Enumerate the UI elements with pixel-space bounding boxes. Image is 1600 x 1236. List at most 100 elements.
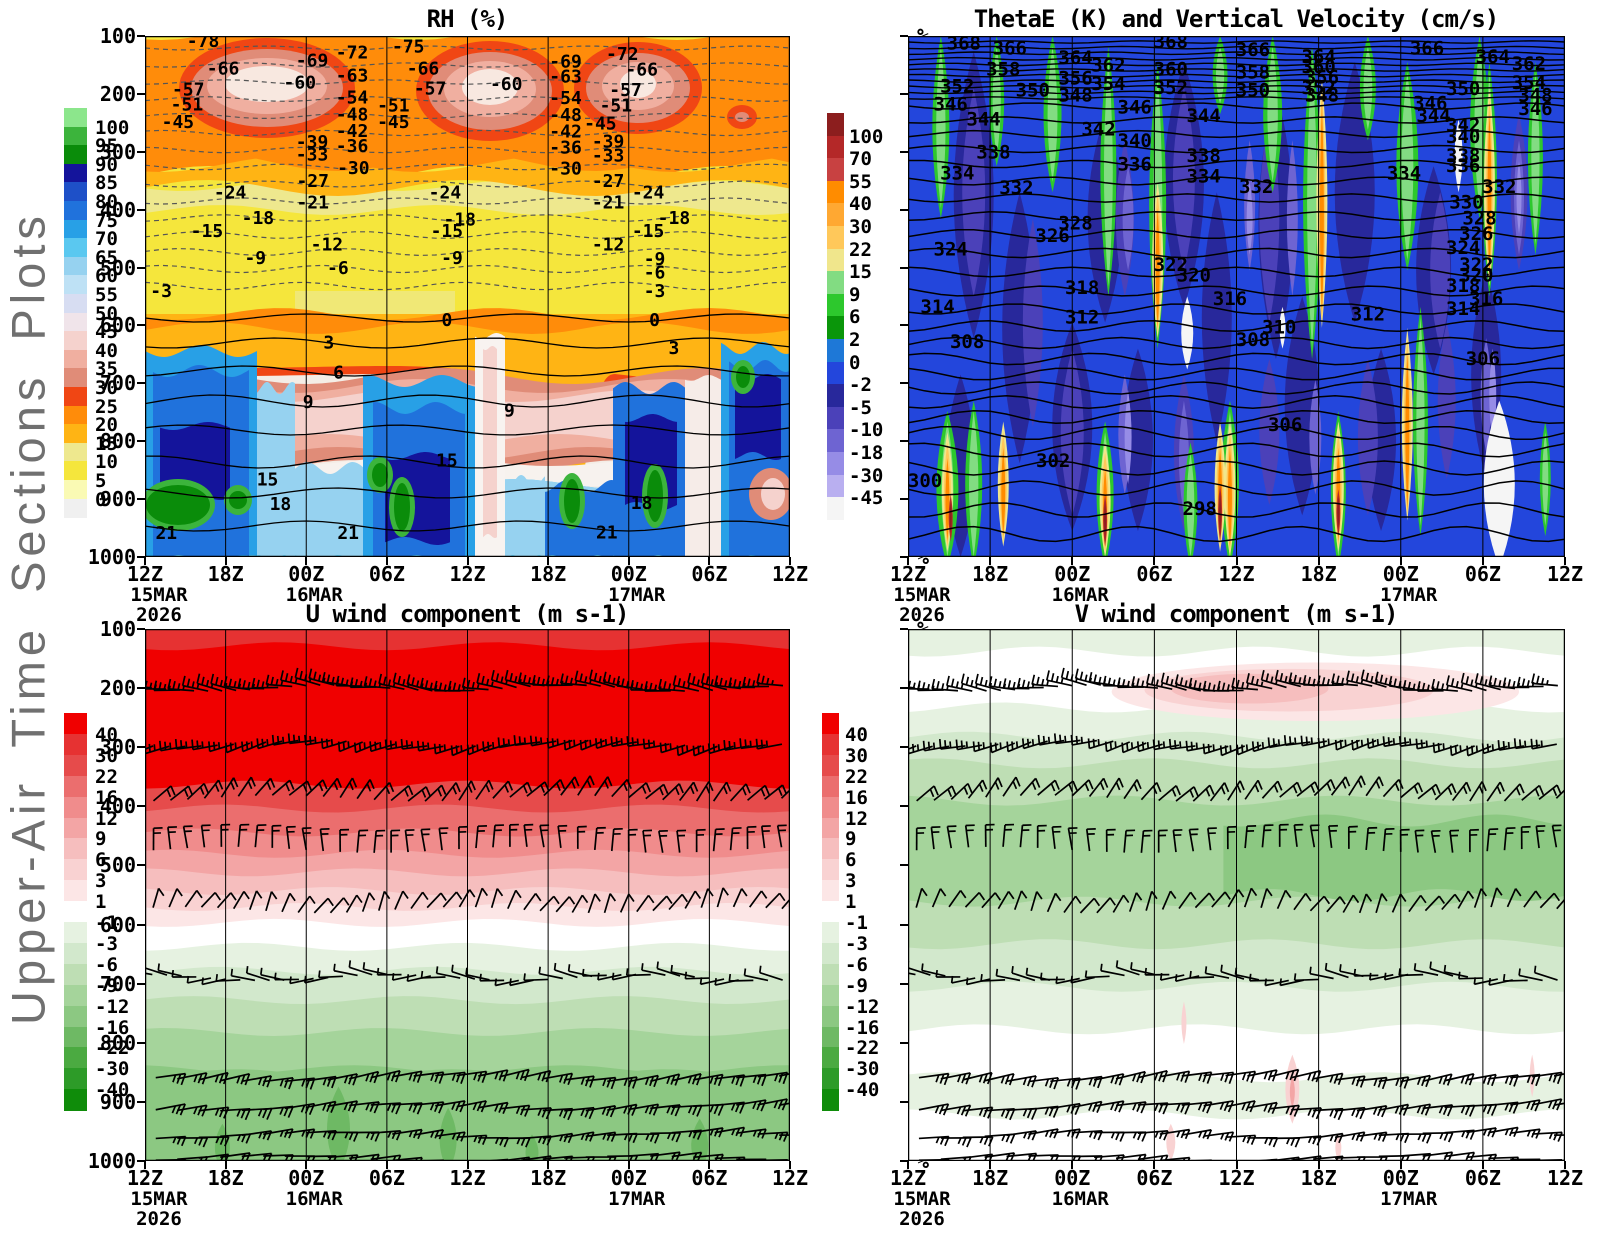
svg-text:-27: -27 — [592, 171, 625, 192]
svg-text:-33: -33 — [592, 145, 625, 166]
svg-text:348: 348 — [1305, 84, 1339, 106]
svg-text:356: 356 — [1305, 67, 1339, 89]
rh-colorbar-swatch — [64, 387, 87, 407]
wind-barb-row — [918, 1126, 1565, 1148]
svg-text:320: 320 — [1459, 265, 1493, 287]
svg-text:-63: -63 — [549, 67, 582, 88]
v-colorbar-swatch — [822, 942, 839, 965]
svg-text:-39: -39 — [296, 132, 329, 153]
u-colorbar-label: 12 — [95, 807, 118, 830]
v-colorbar-swatch — [822, 733, 839, 756]
thetae-x-axis-label: 06Z — [1464, 562, 1501, 586]
u-x-axis-label: 06Z — [691, 1166, 728, 1190]
v-date-label: 2026 — [899, 1208, 945, 1230]
svg-text:-24: -24 — [429, 182, 462, 203]
rh-x-axis-label: 12Z — [449, 562, 486, 586]
rh-y-tick — [137, 266, 145, 269]
u-x-tick — [224, 1161, 227, 1169]
svg-text:344: 344 — [966, 108, 1000, 130]
rh-colorbar-label: 35 — [95, 358, 118, 381]
wind-barb-row — [908, 667, 1558, 692]
rh-y-tick — [137, 556, 145, 558]
svg-text:-18: -18 — [242, 208, 275, 229]
thetae-colorbar-swatch — [827, 293, 844, 317]
v-y-tick — [900, 805, 908, 808]
thetae-y-tick — [900, 324, 908, 327]
u-x-tick — [305, 1161, 308, 1169]
thetae-colorbar-label: 2 — [849, 329, 861, 351]
v-date-label: 16MAR — [1051, 1188, 1109, 1210]
rh-y-axis-label: 1000 — [87, 545, 136, 569]
svg-text:354: 354 — [1512, 72, 1546, 94]
u-date-label: 16MAR — [285, 1188, 343, 1210]
svg-text:318: 318 — [1065, 277, 1099, 299]
svg-text:354: 354 — [1091, 73, 1125, 95]
svg-text:352: 352 — [1301, 77, 1335, 99]
u-colorbar-label: -22 — [95, 1037, 130, 1060]
u-date-label: 2026 — [136, 1208, 182, 1230]
v-colorbar-label: 6 — [845, 849, 857, 872]
thetae-x-axis-label: 18Z — [1300, 562, 1337, 586]
rh-x-axis-label: 18Z — [530, 562, 567, 586]
u-colorbar-swatch — [64, 817, 87, 839]
rh-colorbar-swatch — [64, 126, 87, 146]
v-colorbar-swatch — [822, 963, 839, 986]
rh-x-tick — [627, 557, 630, 565]
wind-barb-row — [915, 823, 1562, 853]
rh-x-tick — [466, 557, 469, 565]
thetae-colorbar-swatch — [827, 429, 844, 453]
rh-x-tick — [547, 557, 550, 565]
panel-title-rh: RH (%) — [426, 5, 509, 33]
rh-colorbar-swatch — [64, 256, 87, 276]
svg-text:326: 326 — [1459, 223, 1493, 245]
u-x-axis-label: 18Z — [530, 1166, 567, 1190]
wind-barb-row — [152, 775, 790, 802]
rh-colorbar-swatch — [64, 498, 87, 518]
thetae-colorbar-swatch — [827, 135, 844, 159]
svg-text:-48: -48 — [336, 105, 369, 126]
u-plot — [145, 629, 790, 1161]
v-x-axis-label: 18Z — [1300, 1166, 1337, 1190]
svg-text:302: 302 — [1036, 450, 1070, 472]
v-y-tick — [900, 1041, 908, 1044]
u-x-tick — [627, 1161, 630, 1169]
svg-text:342: 342 — [1081, 119, 1115, 141]
svg-text:364: 364 — [1476, 46, 1510, 68]
svg-text:324: 324 — [1446, 237, 1480, 259]
v-colorbar-label: 12 — [845, 807, 868, 830]
rh-colorbar-swatch — [64, 145, 87, 165]
u-y-axis-label: 1000 — [87, 1149, 136, 1173]
rh-x-axis-label: 00Z — [288, 562, 325, 586]
rh-x-axis-label: 00Z — [610, 562, 647, 586]
v-y-tick — [900, 923, 908, 926]
svg-text:314: 314 — [1446, 298, 1480, 320]
svg-text:340: 340 — [1446, 126, 1480, 148]
rh-colorbar-swatch — [64, 331, 87, 351]
svg-text:364: 364 — [1058, 47, 1092, 69]
u-colorbar-swatch — [64, 796, 87, 818]
thetae-y-tick — [900, 92, 908, 95]
u-colorbar-swatch — [64, 922, 87, 944]
rh-y-axis-label: 500 — [99, 255, 136, 280]
thetae-colorbar-swatch — [827, 361, 844, 385]
v-colorbar-swatch — [822, 838, 839, 860]
svg-text:314: 314 — [920, 296, 954, 318]
v-x-tick — [907, 1161, 909, 1169]
u-colorbar-label: 6 — [95, 849, 107, 872]
svg-text:-42: -42 — [549, 121, 582, 142]
svg-text:322: 322 — [1459, 254, 1493, 276]
u-y-tick — [137, 746, 145, 749]
u-colorbar-swatch — [64, 733, 87, 756]
svg-text:-78: -78 — [187, 36, 220, 52]
rh-colorbar-label: 0 — [95, 488, 107, 511]
u-y-tick — [137, 923, 145, 926]
thetae-x-axis-label: 06Z — [1136, 562, 1173, 586]
svg-text:338: 338 — [1446, 145, 1480, 167]
thetae-date-label: 16MAR — [1051, 584, 1109, 606]
svg-text:344: 344 — [1186, 105, 1220, 127]
thetae-colorbar-label: 6 — [849, 306, 861, 329]
thetae-colorbar-swatch — [827, 497, 844, 521]
thetae-colorbar-swatch — [827, 226, 844, 250]
